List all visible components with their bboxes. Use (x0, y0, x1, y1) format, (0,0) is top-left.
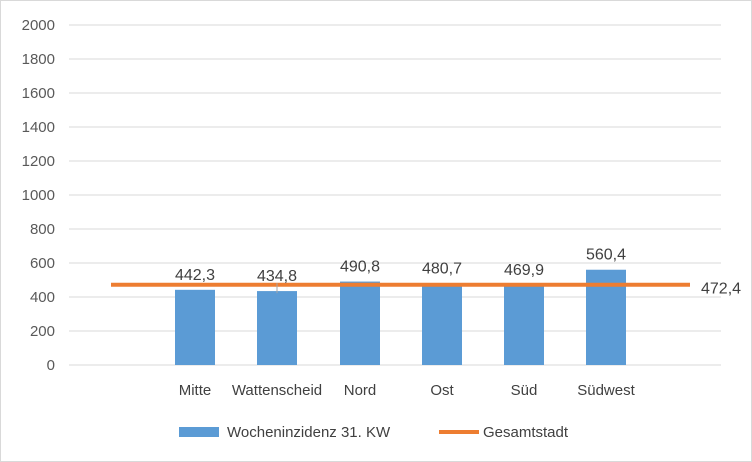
bar (340, 281, 380, 365)
bar-data-label: 434,8 (257, 268, 297, 285)
bar (257, 291, 297, 365)
y-tick-label: 1400 (22, 119, 55, 136)
bar (422, 283, 462, 365)
y-tick-label: 0 (47, 357, 55, 374)
bar-data-label: 469,9 (504, 262, 544, 279)
bar-data-label: 490,8 (340, 259, 380, 276)
x-axis-ticks: Mitte Wattenscheid Nord Ost Süd Südwest (179, 382, 636, 399)
y-tick-label: 1200 (22, 153, 55, 170)
legend-swatch-bar (179, 427, 219, 437)
x-tick-label: Süd (511, 382, 538, 399)
x-tick-label: Ost (430, 382, 454, 399)
bar-data-label: 480,7 (422, 260, 462, 277)
legend: Wocheninzidenz 31. KW Gesamtstadt (179, 424, 569, 441)
y-tick-label: 1600 (22, 85, 55, 102)
y-tick-label: 1000 (22, 187, 55, 204)
x-tick-label: Wattenscheid (232, 382, 322, 399)
bar (175, 289, 215, 365)
y-tick-label: 400 (30, 289, 55, 306)
line-data-label: 472,4 (701, 281, 741, 298)
bar-data-label: 442,3 (175, 267, 215, 284)
y-tick-label: 2000 (22, 17, 55, 34)
y-tick-label: 200 (30, 323, 55, 340)
y-tick-label: 1800 (22, 51, 55, 68)
x-tick-label: Südwest (577, 382, 635, 399)
bar-data-label: 560,4 (586, 247, 626, 264)
y-tick-label: 800 (30, 221, 55, 238)
y-tick-label: 600 (30, 255, 55, 272)
bar-series (175, 269, 626, 365)
x-tick-label: Nord (344, 382, 377, 399)
legend-label-bar: Wocheninzidenz 31. KW (227, 424, 391, 441)
x-tick-label: Mitte (179, 382, 212, 399)
bar (504, 285, 544, 365)
legend-label-line: Gesamtstadt (483, 424, 569, 441)
data-labels: 442,3 434,8 490,8 480,7 469,9 560,4 472,4 (175, 247, 741, 298)
y-axis-ticks: 0 200 400 600 800 1000 1200 1400 1600 1800 2000 (22, 17, 55, 374)
